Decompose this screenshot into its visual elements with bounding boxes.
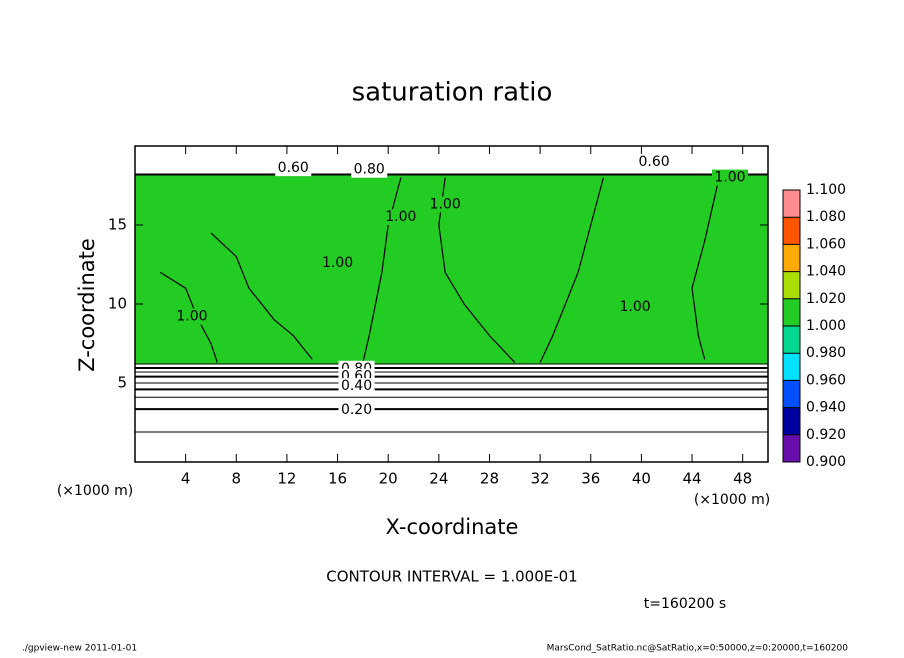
y-tick-label: 15	[108, 216, 127, 234]
contour-label: 0.80	[354, 162, 385, 178]
colorbar-cell	[783, 353, 800, 381]
colorbar-cell	[783, 380, 800, 408]
label-bg	[338, 378, 375, 395]
colorbar-label: 0.920	[806, 427, 846, 443]
x-unit: (×1000 m)	[57, 483, 133, 499]
colorbar-label: 1.000	[806, 318, 846, 334]
colorbar-cell	[783, 407, 800, 435]
contour-label: 1.00	[385, 209, 416, 225]
colorbar-label: 1.040	[806, 264, 846, 280]
x-tick-label: 24	[429, 470, 448, 488]
contour-label: 1.00	[619, 299, 650, 315]
contour-curve	[210, 232, 313, 360]
x-tick-label: 16	[328, 470, 347, 488]
x-tick-label: 28	[480, 470, 499, 488]
contour-label: 1.00	[430, 196, 461, 212]
x-tick-label: 4	[181, 470, 191, 488]
colorbar-label: 0.900	[806, 454, 846, 470]
label-bg	[319, 254, 356, 271]
footer: ./gpview-new 2011-01-01	[22, 644, 137, 654]
contour-label: 1.00	[322, 255, 353, 271]
x-tick-label: 44	[682, 470, 701, 488]
label-bg	[617, 299, 654, 316]
contour-label: 0.20	[341, 402, 372, 418]
x-tick-label: 48	[733, 470, 752, 488]
contour-interval: CONTOUR INTERVAL = 1.000E-01	[326, 568, 577, 586]
contour-label: 1.00	[176, 309, 207, 325]
colorbar-cell	[783, 244, 800, 272]
y-tick-label: 5	[117, 374, 127, 392]
time-note: t=160200 s	[644, 596, 726, 612]
y-axis-label: Z-coordinate	[75, 238, 99, 372]
footer: MarsCond_SatRatio.nc@SatRatio,x=0:50000,…	[547, 644, 849, 654]
contour-label: 0.60	[278, 160, 309, 176]
label-bg	[351, 161, 388, 178]
colorbar-cell	[783, 271, 800, 299]
x-tick-label: 20	[379, 470, 398, 488]
colorbar-cell	[783, 326, 800, 354]
x-tick-label: 40	[632, 470, 651, 488]
label-bg	[338, 401, 375, 418]
contour-label: 1.00	[714, 170, 745, 186]
y-tick-label: 10	[108, 295, 127, 313]
colorbar-label: 1.100	[806, 182, 846, 198]
label-bg	[712, 169, 749, 186]
label-bg	[275, 160, 312, 177]
label-bg	[427, 196, 464, 213]
x-tick-label: 36	[581, 470, 600, 488]
colorbar-cell	[783, 217, 800, 245]
contour-curve	[539, 177, 604, 363]
colorbar-label: 0.980	[806, 345, 846, 361]
colorbar-label: 0.960	[806, 372, 846, 388]
contour-label: 0.60	[638, 154, 669, 170]
label-bg	[636, 153, 673, 170]
x-tick-label: 12	[277, 470, 296, 488]
colorbar-label: 1.020	[806, 291, 846, 307]
colorbar-cell	[783, 434, 800, 462]
colorbar-label: 0.940	[806, 400, 846, 416]
contour-label: 0.40	[341, 378, 372, 394]
colorbar-label: 1.080	[806, 209, 846, 225]
colorbar-cell	[783, 298, 800, 326]
label-bg	[173, 308, 210, 325]
x-unit: (×1000 m)	[694, 492, 770, 508]
x-tick-label: 32	[531, 470, 550, 488]
label-bg	[382, 209, 419, 226]
x-axis-label: X-coordinate	[386, 515, 519, 539]
contour-curve	[438, 177, 516, 363]
colorbar-cell	[783, 190, 800, 218]
x-tick-label: 8	[232, 470, 242, 488]
colorbar-label: 1.060	[806, 236, 846, 252]
chart-title: saturation ratio	[352, 78, 553, 108]
contour-curve	[691, 185, 718, 360]
